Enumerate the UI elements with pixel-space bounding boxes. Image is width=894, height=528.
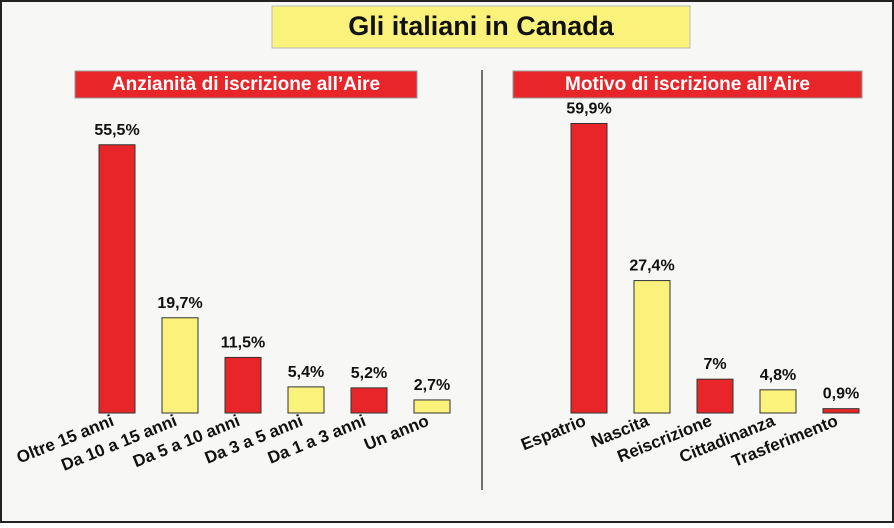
title-box bbox=[271, 5, 691, 49]
value-label: 4,8% bbox=[760, 367, 796, 384]
bar bbox=[570, 122, 608, 414]
bar bbox=[696, 378, 734, 414]
bar bbox=[161, 317, 199, 414]
subtitle: Motivo di iscrizione all’Aire bbox=[565, 74, 810, 95]
title: Gli italiani in Canada bbox=[348, 11, 615, 41]
bar bbox=[98, 144, 136, 414]
value-label: 7% bbox=[703, 356, 726, 373]
bar bbox=[224, 356, 262, 414]
subtitle-box bbox=[512, 70, 863, 99]
subtitle: Anzianità di iscrizione all’Aire bbox=[112, 74, 380, 95]
value-label: 5,4% bbox=[288, 364, 324, 381]
bar bbox=[633, 280, 671, 414]
value-label: 0,9% bbox=[823, 386, 859, 403]
bar bbox=[287, 386, 325, 414]
bar bbox=[759, 389, 797, 414]
value-label: 11,5% bbox=[221, 334, 265, 351]
subtitle-box bbox=[74, 70, 418, 99]
value-label: 55,5% bbox=[94, 122, 139, 139]
value-label: 5,2% bbox=[351, 365, 387, 382]
value-label: 2,7% bbox=[414, 377, 450, 394]
value-label: 27,4% bbox=[629, 258, 674, 275]
bar bbox=[822, 408, 860, 414]
value-label: 59,9% bbox=[566, 100, 611, 117]
value-label: 19,7% bbox=[157, 295, 202, 312]
bar bbox=[413, 399, 451, 414]
bar bbox=[350, 387, 388, 414]
